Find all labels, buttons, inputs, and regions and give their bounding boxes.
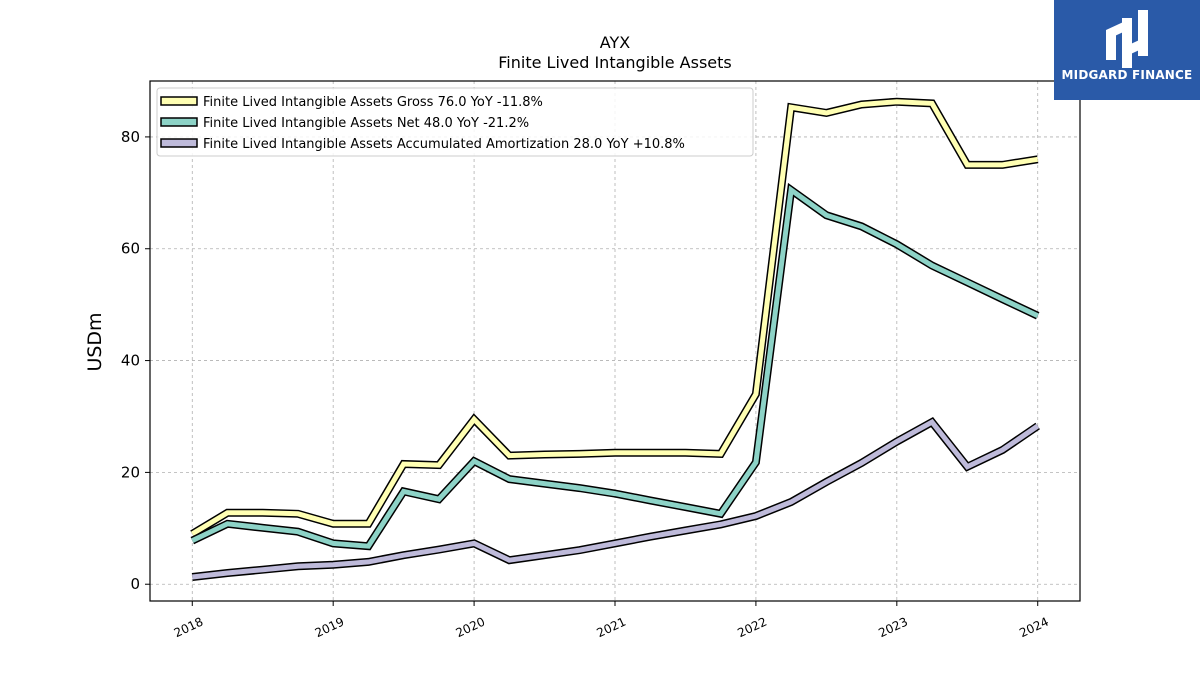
- y-axis-label: USDm: [84, 312, 106, 371]
- series-line-1: [190, 182, 1040, 551]
- x-tick-label: 2019: [313, 615, 347, 641]
- logo-mark-icon: [1106, 10, 1148, 68]
- legend-entry: Finite Lived Intangible Assets Gross 76.…: [203, 95, 543, 110]
- midgard-finance-logo: MIDGARD FINANCE: [1054, 0, 1200, 100]
- series-stroke: [192, 418, 1040, 580]
- legend-swatch: [160, 117, 198, 127]
- x-tick-label: 2023: [876, 615, 910, 641]
- legend-entry: Finite Lived Intangible Assets Accumulat…: [203, 137, 685, 152]
- series-lines: [190, 97, 1040, 581]
- series-outline: [191, 416, 1040, 581]
- legend-swatch: [160, 96, 198, 106]
- x-tick-label: 2022: [735, 615, 769, 641]
- legend-entry: Finite Lived Intangible Assets Net 48.0 …: [203, 116, 529, 131]
- y-tick-label: 20: [121, 463, 140, 481]
- grid-lines: [150, 81, 1080, 601]
- y-tick-label: 80: [121, 128, 140, 146]
- x-tick-label: 2018: [172, 615, 206, 641]
- x-tick-label: 2024: [1017, 615, 1051, 641]
- series-line-2: [191, 416, 1040, 581]
- x-tick-label: 2020: [454, 615, 488, 641]
- series-stroke: [191, 99, 1039, 537]
- y-tick-label: 60: [121, 240, 140, 258]
- logo-text: MIDGARD FINANCE: [1061, 68, 1193, 82]
- series-stroke: [191, 185, 1039, 549]
- chart-subtitle: Finite Lived Intangible Assets: [498, 53, 731, 72]
- y-tick-label: 40: [121, 352, 140, 370]
- legend-swatch: [160, 138, 198, 148]
- series-line-0: [190, 97, 1039, 538]
- legend: Finite Lived Intangible Assets Gross 76.…: [156, 87, 754, 157]
- y-tick-label: 0: [130, 575, 140, 593]
- chart-title: AYX: [600, 33, 630, 52]
- x-tick-label: 2021: [595, 615, 629, 641]
- axes: 0 20 40 60 80 2018 2019 2020 2021 2022 2023 2024: [121, 128, 1051, 640]
- legend-box: [156, 87, 754, 157]
